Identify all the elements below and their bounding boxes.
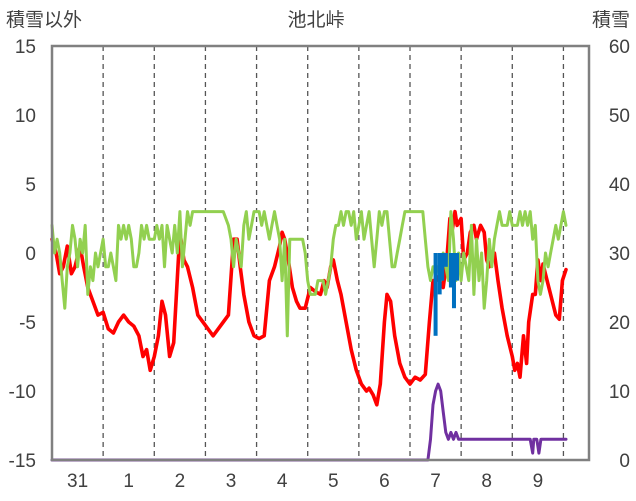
precip-bar bbox=[448, 253, 453, 288]
series-group bbox=[50, 209, 568, 462]
x-tick-label: 7 bbox=[430, 471, 441, 492]
precip-bar bbox=[440, 253, 445, 281]
y2-tick-label: 30 bbox=[609, 244, 630, 265]
right-axis-label: 積雪 bbox=[592, 9, 630, 31]
x-tick-label: 5 bbox=[328, 471, 339, 492]
x-tick-label: 3 bbox=[226, 471, 237, 492]
y-tick-label: 5 bbox=[25, 175, 36, 196]
x-tick-label: 9 bbox=[533, 471, 544, 492]
y2-tick-label: 40 bbox=[609, 175, 630, 196]
precip-bar bbox=[433, 253, 438, 336]
y-tick-label: -15 bbox=[9, 451, 36, 472]
y2-tick-group: 60 50 40 30 20 10 0 bbox=[609, 37, 630, 472]
y2-tick-label: 60 bbox=[609, 37, 630, 58]
y2-tick-label: 10 bbox=[609, 382, 630, 403]
y2-tick-label: 20 bbox=[609, 313, 630, 334]
y2-tick-label: 0 bbox=[619, 451, 630, 472]
x-tick-label: 31 bbox=[67, 471, 88, 492]
grid bbox=[102, 46, 565, 460]
y-tick-group: 15 10 5 0 -5 -10 -15 bbox=[9, 37, 36, 472]
y-tick-label: 15 bbox=[15, 37, 36, 58]
series-line bbox=[50, 210, 568, 338]
y-tick-label: -5 bbox=[19, 313, 36, 334]
x-tick-label: 4 bbox=[277, 471, 288, 492]
precip-bar bbox=[443, 253, 448, 267]
x-tick-label: 8 bbox=[481, 471, 492, 492]
y-tick-label: -10 bbox=[9, 382, 36, 403]
plot-frame bbox=[50, 44, 591, 462]
left-axis-label: 積雪以外 bbox=[6, 9, 82, 31]
y-tick-label: 0 bbox=[25, 244, 36, 265]
precip-bar bbox=[437, 253, 442, 295]
x-tick-group: 31 1 2 3 4 5 6 7 8 9 bbox=[67, 471, 543, 492]
y-tick-label: 10 bbox=[15, 106, 36, 127]
y2-tick-label: 50 bbox=[609, 106, 630, 127]
chart-title: 池北峠 bbox=[287, 9, 344, 31]
series-line bbox=[50, 382, 568, 462]
precip-bar bbox=[451, 253, 456, 309]
x-tick-label: 6 bbox=[379, 471, 390, 492]
x-tick-label: 1 bbox=[123, 471, 134, 492]
x-tick-label: 2 bbox=[175, 471, 186, 492]
precip-bar bbox=[455, 253, 460, 281]
